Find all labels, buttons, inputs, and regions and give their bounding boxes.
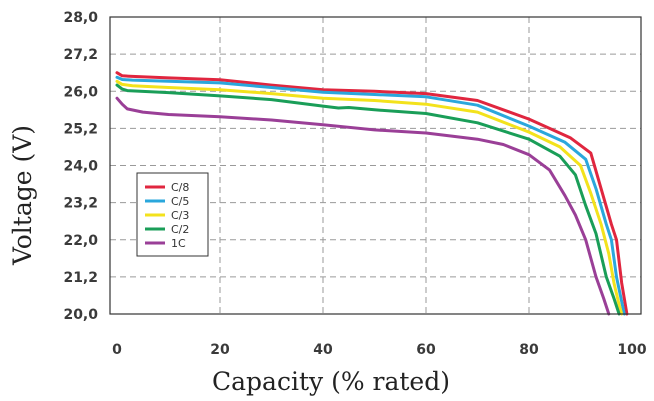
legend: C/8C/5C/3C/21C: [136, 172, 209, 257]
y-tick-label: 22,0: [63, 233, 98, 249]
series-line-c-5: [115, 75, 626, 316]
x-axis-title: Capacity (% rated): [212, 367, 450, 396]
y-tick-label: 25,2: [63, 121, 98, 137]
series-lines: [115, 71, 629, 316]
x-tick-label: 80: [519, 342, 539, 358]
x-tick-label: 0: [112, 342, 122, 358]
x-tick-label: 40: [313, 342, 333, 358]
series-line-c-3: [115, 79, 624, 316]
x-tick-labels: 0 20 40 60 80 100: [112, 342, 647, 358]
x-tick-label: 60: [416, 342, 436, 358]
y-tick-label: 28,0: [63, 10, 98, 26]
plot-frame: [109, 16, 642, 315]
legend-label: C/2: [171, 223, 189, 236]
legend-label: 1C: [171, 237, 186, 250]
y-tick-labels: 28,0 27,2 26,0 25,2 24,0 23,2 22,0 21,2 20,0: [63, 10, 98, 323]
legend-label: C/8: [171, 181, 189, 194]
y-tick-label: 23,2: [63, 196, 98, 212]
grid: [110, 17, 641, 314]
series-line-1c: [115, 96, 611, 316]
x-tick-label: 20: [210, 342, 230, 358]
y-tick-label: 26,0: [63, 84, 98, 100]
series-line-c-8: [115, 71, 629, 316]
y-tick-label: 27,2: [63, 47, 98, 63]
x-tick-label: 100: [617, 342, 646, 358]
legend-label: C/5: [171, 195, 189, 208]
series-line-c-2: [115, 83, 621, 316]
y-tick-label: 21,2: [63, 270, 98, 286]
y-tick-label: 24,0: [63, 159, 98, 175]
y-axis-title: Voltage (V): [8, 125, 37, 266]
y-tick-label: 20,0: [63, 307, 98, 323]
legend-label: C/3: [171, 209, 189, 222]
